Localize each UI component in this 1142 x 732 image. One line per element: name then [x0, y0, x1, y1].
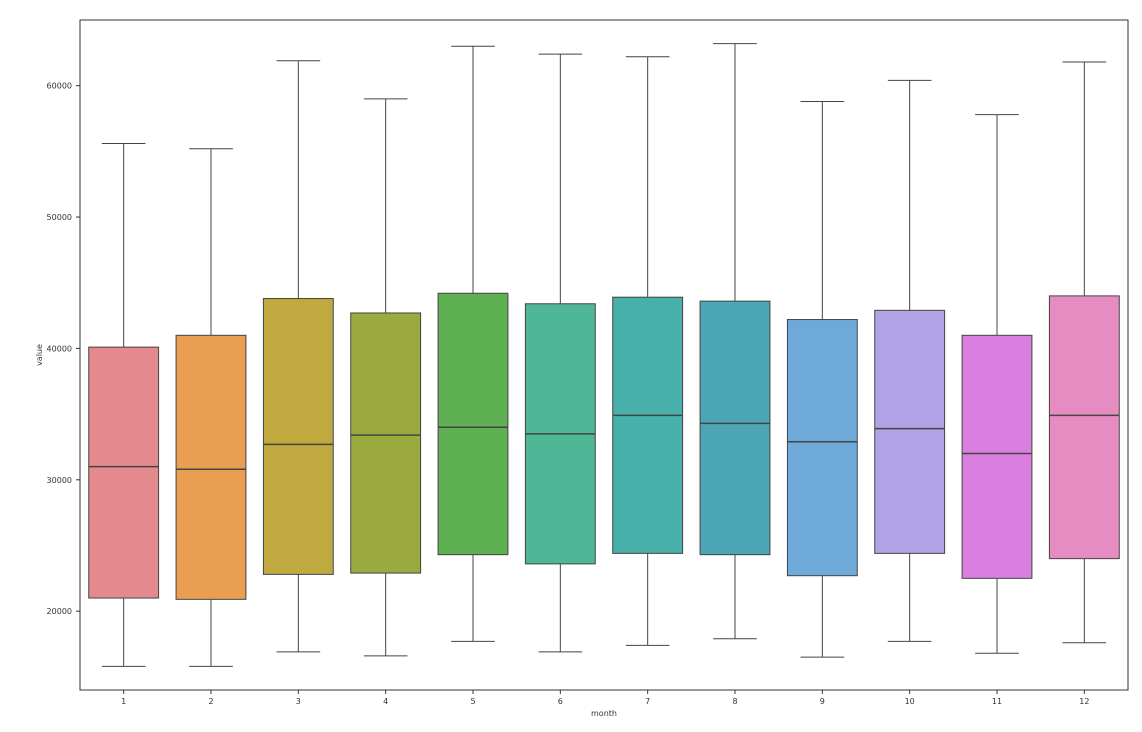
box-2: [176, 335, 246, 599]
x-tick-label: 12: [1079, 697, 1089, 706]
boxplot-svg: 2000030000400005000060000value1234567891…: [0, 0, 1142, 732]
box-9: [787, 320, 857, 576]
x-tick-label: 5: [470, 697, 475, 706]
box-3: [263, 299, 333, 575]
x-tick-label: 2: [208, 697, 213, 706]
y-axis-label: value: [35, 344, 44, 366]
x-tick-label: 7: [645, 697, 650, 706]
y-tick-label: 40000: [47, 344, 72, 353]
box-8: [700, 301, 770, 555]
y-tick-label: 20000: [47, 607, 72, 616]
x-tick-label: 11: [992, 697, 1002, 706]
box-5: [438, 293, 508, 554]
x-tick-label: 3: [296, 697, 301, 706]
x-axis-label: month: [591, 709, 617, 718]
x-tick-label: 6: [558, 697, 563, 706]
y-tick-label: 50000: [47, 213, 72, 222]
boxplot-chart: 2000030000400005000060000value1234567891…: [0, 0, 1142, 732]
box-11: [962, 335, 1032, 578]
x-tick-label: 4: [383, 697, 388, 706]
x-tick-label: 9: [820, 697, 825, 706]
box-10: [875, 310, 945, 553]
box-1: [89, 347, 159, 598]
x-tick-label: 1: [121, 697, 126, 706]
y-tick-label: 30000: [47, 476, 72, 485]
box-7: [613, 297, 683, 553]
box-4: [351, 313, 421, 573]
x-tick-label: 10: [905, 697, 915, 706]
box-12: [1049, 296, 1119, 559]
y-tick-label: 60000: [47, 82, 72, 91]
x-tick-label: 8: [732, 697, 737, 706]
